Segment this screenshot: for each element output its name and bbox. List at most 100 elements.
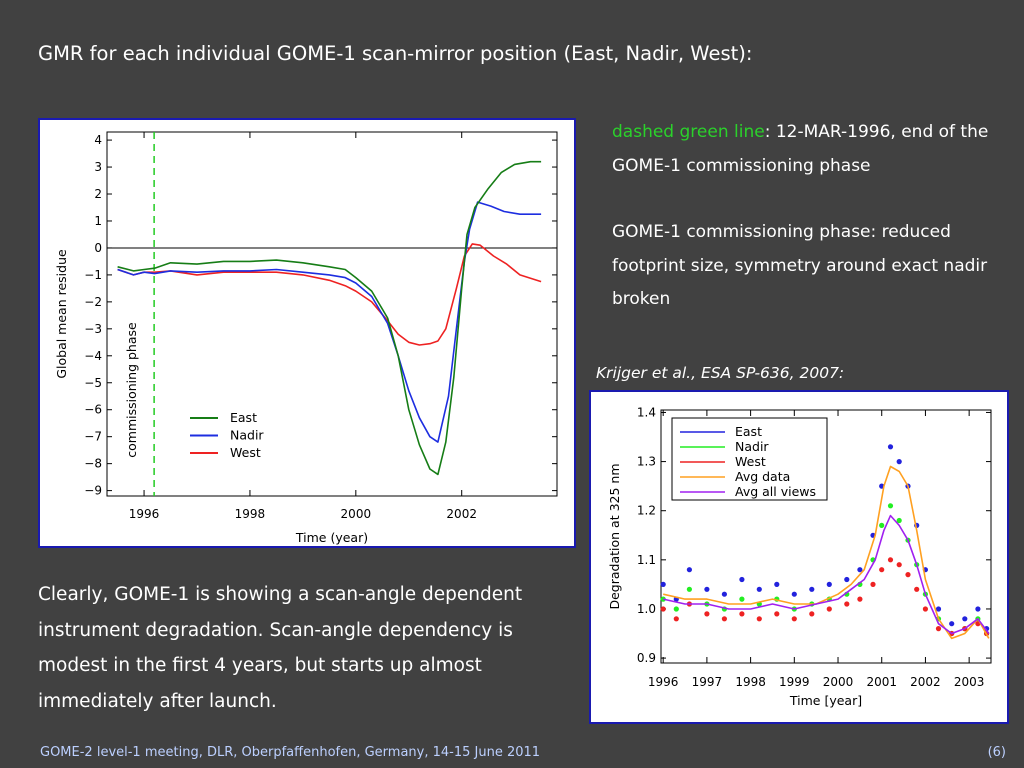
legend-label-west: West [230,445,261,460]
point-west [922,606,928,612]
y-tick-label: −7 [84,430,102,444]
y-tick-label: −3 [84,322,102,336]
y-tick-label: 2 [94,187,102,201]
y-tick-label: −9 [84,484,102,498]
gmr-chart-frame: 4 3 2 1 0 −1 −2 −3 −4 −5 −6 −7 −8 −9 1996 1998 2000 2002 T… [38,118,576,548]
x-tick-label: 1996 [129,507,160,521]
point-east [791,591,797,597]
y-axis-label: Degradation at 325 nm [607,463,622,609]
slide-title: GMR for each individual GOME-1 scan-mirr… [38,42,753,65]
y-tick-label: 1.1 [637,553,656,567]
point-east [896,459,902,465]
y-tick-label: −4 [84,349,102,363]
point-west [870,581,876,587]
y-tick-label: 1.3 [637,455,656,469]
dashed-line-highlight: dashed green line [612,122,765,142]
dashed-line-note-text: : 12-MAR-1996, end of the GOME-1 commiss… [612,122,989,176]
point-west [879,567,885,573]
point-east [826,581,832,587]
point-west [857,596,863,602]
dashed-line-note: dashed green line: 12-MAR-1996, end of t… [612,116,1012,183]
point-east [809,586,815,592]
x-axis-label: Time [year] [789,693,862,708]
x-tick-label: 1997 [692,675,723,689]
y-tick-label: 1 [94,214,102,228]
series-line-west [117,243,542,346]
point-west [935,626,942,632]
point-east [844,576,850,583]
point-west [809,611,815,617]
series-line-east [117,160,542,476]
point-east [949,621,955,627]
gmr-chart: 4 3 2 1 0 −1 −2 −3 −4 −5 −6 −7 −8 −9 1996 1998 2000 2002 T… [54,131,558,545]
x-tick-label: 1998 [235,507,266,521]
y-tick-label: −8 [84,457,102,471]
point-west [704,611,710,617]
point-east [704,586,710,592]
point-west [844,601,850,607]
point-west [739,611,745,617]
y-tick-label: 3 [94,160,102,174]
y-tick-label: −1 [84,268,102,282]
page-number: (6) [987,745,1006,760]
legend-label-west: West [735,454,766,469]
commissioning-note: GOME-1 commissioning phase: reduced foot… [612,222,988,309]
y-tick-label: −2 [84,295,102,309]
point-east [962,616,968,622]
legend-label-east: East [735,424,762,439]
legend-label-east: East [230,410,257,425]
point-east [857,567,863,573]
point-east [935,606,942,612]
slide-footer: GOME-2 level-1 meeting, DLR, Oberpfaffen… [40,745,541,760]
commissioning-phase-label: commissioning phase [124,322,139,458]
point-west [914,586,920,592]
degradation-chart: 1.4 1.3 1.2 1.1 1.0 0.9 1996 1997 1998 1999 2000 20… [607,405,992,708]
point-nadir [660,596,666,602]
point-nadir [879,522,885,528]
point-east [774,581,780,587]
point-west [721,616,727,622]
plot-area [660,409,992,664]
x-tick-label: 1999 [779,675,810,689]
x-tick-label: 2003 [954,675,985,689]
x-tick-label: 1998 [735,675,766,689]
degradation-chart-frame: 1.4 1.3 1.2 1.1 1.0 0.9 1996 1997 1998 1999 2000 20… [589,390,1009,724]
point-nadir [686,586,692,592]
plot-area [106,131,558,497]
point-east [721,591,727,597]
y-tick-label: 0.9 [637,651,656,665]
point-west [826,606,832,612]
y-tick-label: −5 [84,376,102,390]
series-line-avg-data [663,465,990,640]
point-nadir [887,503,894,509]
y-tick-label: 1.0 [637,602,656,616]
point-nadir [896,517,902,524]
y-tick-label: 1.2 [637,504,656,518]
x-tick-label: 2002 [446,507,477,521]
series-line-avg-all-views [663,514,990,635]
y-tick-label: 1.4 [637,405,656,419]
point-east [756,586,762,592]
point-east [739,576,745,583]
point-east [887,444,894,450]
point-west [791,616,797,622]
point-west [774,611,780,617]
series-line-nadir [117,201,542,443]
y-tick-label: 4 [94,133,102,147]
citation: Krijger et al., ESA SP-636, 2007: [596,364,845,382]
x-axis-label: Time (year) [295,530,368,545]
conclusion-text: Clearly, GOME-1 is showing a scan-angle … [38,584,523,712]
x-tick-label: 1996 [648,675,679,689]
x-tick-label: 2001 [866,675,897,689]
y-tick-label: 0 [94,241,102,255]
y-tick-label: −6 [84,403,102,417]
point-west [673,616,679,622]
point-west [660,606,666,612]
x-tick-label: 2000 [823,675,854,689]
x-tick-label: 2002 [910,675,941,689]
point-east [660,581,666,587]
point-east [975,606,981,612]
point-west [905,572,911,578]
point-east [686,567,692,573]
point-west [887,557,894,563]
